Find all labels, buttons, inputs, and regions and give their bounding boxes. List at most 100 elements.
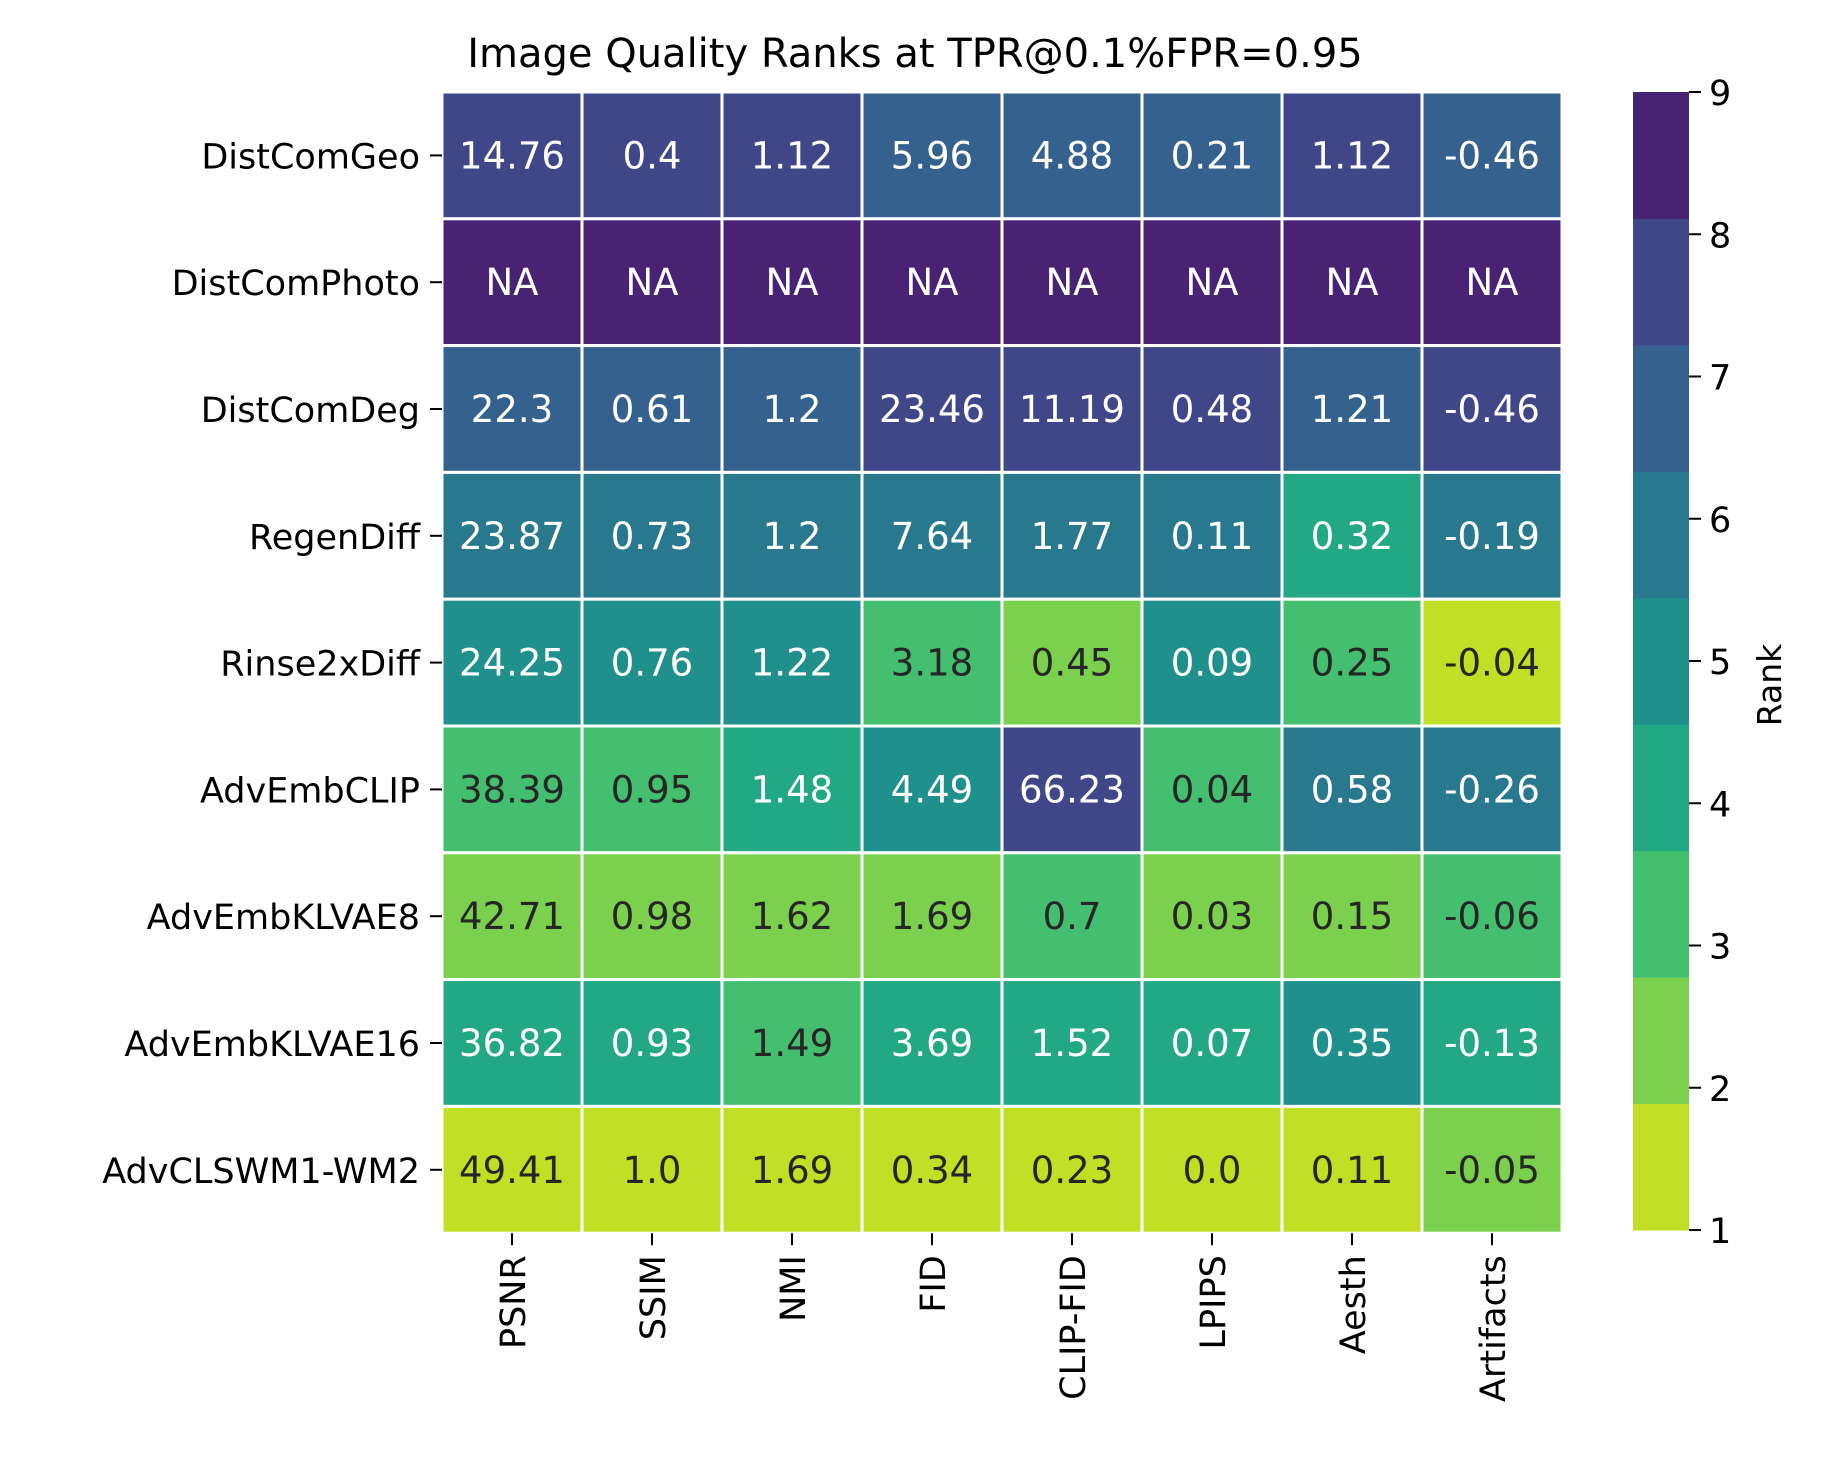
x-tick-label: SSIM xyxy=(634,1255,674,1340)
heatmap-cell xyxy=(1420,1104,1564,1235)
cell-value-label: -0.05 xyxy=(1444,1149,1540,1192)
x-tick-label: FID xyxy=(914,1255,954,1312)
y-tick-label: DistComDeg xyxy=(201,391,420,431)
heatmap-cell xyxy=(720,724,864,855)
cell-value-label: 1.77 xyxy=(1031,515,1113,558)
colorbar-segment xyxy=(1633,1103,1689,1231)
colorbar-tick-label: 9 xyxy=(1709,74,1731,114)
cell-value-label: 36.82 xyxy=(459,1022,565,1065)
x-tick-label: CLIP-FID xyxy=(1054,1255,1094,1400)
cell-value-label: 1.2 xyxy=(763,515,822,558)
cell-value-label: -0.13 xyxy=(1444,1022,1540,1065)
y-tick-label: RegenDiff xyxy=(249,518,421,558)
cell-value-label: 0.95 xyxy=(611,768,693,811)
cell-value-label: 0.25 xyxy=(1311,642,1393,685)
cell-value-label: NA xyxy=(1186,261,1239,304)
heatmap-cell xyxy=(1000,978,1144,1108)
cell-value-label: 0.23 xyxy=(1031,1149,1113,1192)
cell-value-label: 1.22 xyxy=(751,642,833,685)
heatmap-cell xyxy=(1000,344,1144,474)
cell-value-label: 0.0 xyxy=(1183,1149,1242,1192)
cell-value-label: 0.45 xyxy=(1031,642,1113,685)
cell-value-label: 0.07 xyxy=(1171,1022,1253,1065)
cell-value-label: 0.48 xyxy=(1171,388,1253,431)
cell-value-label: 0.11 xyxy=(1311,1149,1393,1192)
heatmap-cell xyxy=(1420,90,1564,221)
heatmap-cell xyxy=(1420,217,1564,348)
cell-value-label: 66.23 xyxy=(1019,768,1125,811)
colorbar-segment xyxy=(1633,344,1689,472)
cell-value-label: 1.48 xyxy=(751,768,833,811)
heatmap-cell xyxy=(1420,597,1564,728)
colorbar-segment xyxy=(1633,724,1689,852)
cell-value-label: 42.71 xyxy=(459,895,565,938)
heatmap-cell xyxy=(440,90,584,221)
heatmap-cell xyxy=(1000,724,1144,855)
heatmap-cell xyxy=(720,1104,864,1235)
cell-value-label: 11.19 xyxy=(1019,388,1125,431)
cell-value-label: -0.19 xyxy=(1444,515,1540,558)
cell-value-label: 0.15 xyxy=(1311,895,1393,938)
cell-value-label: 0.35 xyxy=(1311,1022,1393,1065)
y-tick-label: Rinse2xDiff xyxy=(220,645,421,685)
cell-value-label: 23.87 xyxy=(459,515,565,558)
heatmap-cell xyxy=(1000,1104,1144,1235)
cell-value-label: 22.3 xyxy=(471,388,553,431)
heatmap-cell xyxy=(440,851,584,982)
heatmap-cell xyxy=(1140,1104,1284,1235)
x-tick-label: Artifacts xyxy=(1474,1255,1514,1402)
colorbar-segment xyxy=(1633,92,1689,219)
cell-value-label: 3.18 xyxy=(891,642,973,685)
heatmap-cell xyxy=(580,724,724,855)
heatmap-cell xyxy=(1280,470,1424,601)
cell-value-label: NA xyxy=(906,261,959,304)
heatmap-cell xyxy=(860,217,1004,348)
colorbar-segment xyxy=(1633,597,1689,725)
cell-value-label: 0.61 xyxy=(611,388,693,431)
heatmap-cell xyxy=(720,344,864,474)
colorbar-tick-label: 3 xyxy=(1709,928,1731,968)
cell-value-label: NA xyxy=(1466,261,1519,304)
cell-value-label: 0.7 xyxy=(1043,895,1102,938)
heatmap-cell xyxy=(860,1104,1004,1235)
cell-value-label: 0.32 xyxy=(1311,515,1393,558)
heatmap-cell xyxy=(1140,217,1284,348)
heatmap-cell xyxy=(1420,724,1564,855)
heatmap-cell xyxy=(1420,978,1564,1108)
cell-value-label: 0.04 xyxy=(1171,768,1253,811)
cell-value-label: 23.46 xyxy=(879,388,985,431)
colorbar-tick-label: 8 xyxy=(1709,216,1731,256)
y-tick-label: AdvEmbKLVAE8 xyxy=(147,898,420,938)
cell-value-label: 7.64 xyxy=(891,515,973,558)
cell-value-label: 5.96 xyxy=(891,134,973,177)
cell-value-label: 1.62 xyxy=(751,895,833,938)
cell-value-label: NA xyxy=(626,261,679,304)
heatmap-cell xyxy=(1280,724,1424,855)
row-labels: DistComGeo DistComPhoto DistComDeg RegenDif… xyxy=(102,137,442,1192)
cell-value-label: 1.49 xyxy=(751,1022,833,1065)
heatmap-cell xyxy=(1140,90,1284,221)
colorbar-tick-label: 6 xyxy=(1709,501,1731,541)
cell-value-label: 3.69 xyxy=(891,1022,973,1065)
y-tick-label: AdvEmbKLVAE16 xyxy=(124,1025,420,1065)
cell-value-label: 0.58 xyxy=(1311,768,1393,811)
cell-value-label: 1.21 xyxy=(1311,388,1393,431)
cell-value-label: 24.25 xyxy=(459,642,565,685)
colorbar-label: Rank xyxy=(1750,643,1789,726)
heatmap-cell xyxy=(580,851,724,982)
y-tick-label: DistComPhoto xyxy=(172,264,420,304)
cell-value-label: -0.46 xyxy=(1444,388,1540,431)
cell-value-label: 1.0 xyxy=(623,1149,682,1192)
cell-value-label: 1.69 xyxy=(891,895,973,938)
cell-value-label: 0.34 xyxy=(891,1149,973,1192)
x-tick-label: PSNR xyxy=(494,1255,534,1349)
cell-value-label: 1.12 xyxy=(1311,134,1393,177)
y-tick-label: AdvCLSWM1-WM2 xyxy=(102,1152,420,1192)
colorbar: 1 2 3 4 5 6 7 8 9 xyxy=(1633,74,1731,1252)
cell-value-label: NA xyxy=(766,261,819,304)
heatmap-cell xyxy=(860,597,1004,728)
colorbar-segment xyxy=(1633,977,1689,1105)
heatmap-cell xyxy=(860,344,1004,474)
cell-value-label: 1.69 xyxy=(751,1149,833,1192)
cell-value-label: 0.21 xyxy=(1171,134,1253,177)
